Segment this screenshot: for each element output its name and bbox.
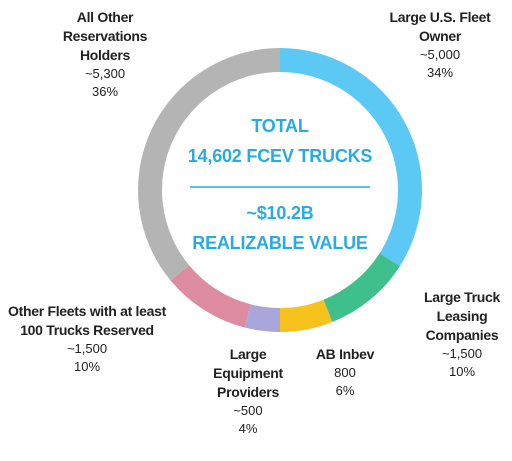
value-label: 4%	[238, 421, 258, 436]
amount-label: 800	[334, 365, 356, 380]
amount-label: ~5,300	[84, 66, 126, 81]
amount-label: ~500	[233, 403, 263, 418]
donut-segment	[323, 253, 400, 323]
donut-segment	[280, 299, 333, 332]
donut-segment	[280, 48, 422, 267]
category-name: AB Inbev	[315, 346, 375, 362]
amount-label: ~1,500	[66, 341, 108, 356]
segment-label: Other Fleets with at least 100 Trucks Re…	[8, 302, 166, 376]
category-name: Large Truck Leasing Companies	[423, 289, 501, 343]
center-text: 14,602 FCEV TRUCKS	[187, 146, 373, 166]
donut-segment	[170, 265, 251, 328]
category-name: All Other Reservations Holders	[62, 9, 148, 63]
value-label: 10%	[448, 364, 476, 379]
segment-label: All Other Reservations Holders ~5,300 36%	[40, 8, 170, 101]
category-name: Large Equipment Providers	[213, 346, 283, 400]
value-label: 10%	[73, 359, 101, 374]
segment-label: Large Equipment Providers ~500 4%	[198, 345, 298, 438]
category-name: Other Fleets with at least 100 Trucks Re…	[8, 303, 166, 338]
category-name: Large U.S. Fleet Owner	[389, 9, 491, 44]
center-text: ~$10.2B	[246, 203, 314, 223]
segment-label: Large Truck Leasing Companies ~1,500 10%	[400, 288, 512, 381]
value-label: 6%	[335, 383, 355, 398]
center-text: TOTAL	[251, 116, 309, 136]
segment-label: AB Inbev 800 6%	[305, 345, 385, 400]
segment-label: Large U.S. Fleet Owner ~5,000 34%	[370, 8, 510, 82]
donut-segment	[137, 48, 280, 281]
center-text: REALIZABLE VALUE	[192, 233, 368, 253]
amount-label: ~1,500	[441, 346, 483, 361]
donut-segment	[244, 304, 280, 332]
value-label: 36%	[91, 84, 119, 99]
amount-label: ~5,000	[419, 47, 461, 62]
value-label: 34%	[426, 65, 454, 80]
